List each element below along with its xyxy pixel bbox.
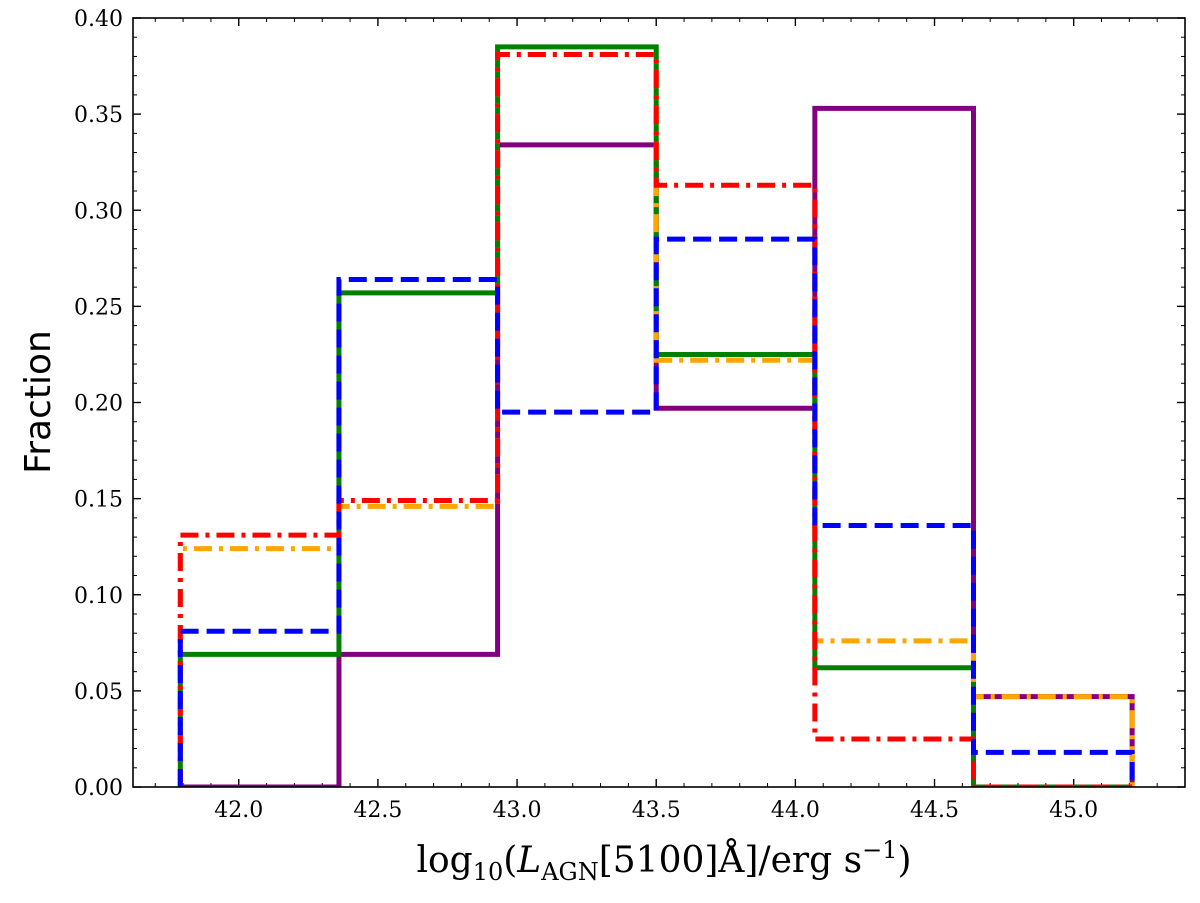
tick-labels: 42.0 42.5 43.0 43.5 44.0 44.5 45.0 0.00 0.05 0.10… bbox=[74, 7, 1098, 823]
axis-ticks bbox=[133, 17, 1185, 788]
x-label-lead: log bbox=[416, 840, 472, 881]
x-label-open: ( bbox=[503, 840, 517, 881]
x-tick-label: 43.0 bbox=[493, 798, 542, 823]
y-tick-label: 0.30 bbox=[74, 199, 123, 224]
y-tick-label: 0.20 bbox=[74, 392, 123, 417]
y-tick-label: 0.05 bbox=[74, 680, 123, 705]
y-tick-label: 0.40 bbox=[74, 7, 123, 32]
x-label-close: ) bbox=[897, 840, 911, 881]
x-label-bracket: [5100]Å]/erg s bbox=[599, 839, 862, 881]
x-tick-label: 45.0 bbox=[1049, 798, 1098, 823]
plot-frame bbox=[132, 17, 1186, 788]
x-label-lead-sub: 10 bbox=[473, 858, 504, 886]
y-tick-label: 0.00 bbox=[74, 776, 123, 801]
y-tick-label: 0.35 bbox=[74, 103, 123, 128]
x-axis-label: log10(LAGN[5100]Å]/erg s−1) bbox=[416, 836, 911, 886]
histogram-series-5 bbox=[177, 236, 1135, 787]
x-tick-label: 44.5 bbox=[910, 798, 959, 823]
x-tick-label: 43.5 bbox=[632, 798, 681, 823]
x-label-L: L bbox=[516, 840, 541, 881]
x-label-sup: −1 bbox=[862, 836, 897, 864]
y-axis-label: Fraction bbox=[18, 330, 59, 474]
y-tick-label: 0.25 bbox=[74, 295, 123, 320]
y-tick-label: 0.10 bbox=[74, 584, 123, 609]
x-label-L-sub: AGN bbox=[540, 858, 599, 886]
series-layer bbox=[177, 44, 1135, 787]
x-tick-label: 44.0 bbox=[771, 798, 820, 823]
y-tick-label: 0.15 bbox=[74, 488, 123, 513]
x-tick-label: 42.0 bbox=[214, 798, 263, 823]
x-tick-label: 42.5 bbox=[353, 798, 402, 823]
